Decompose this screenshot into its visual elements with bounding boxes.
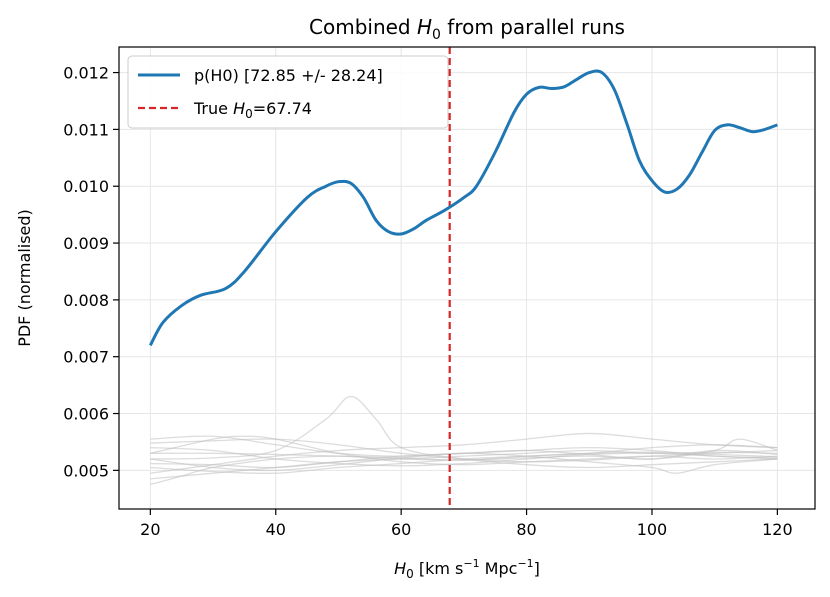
combined-pdf-line xyxy=(149,69,778,347)
legend: p(H0) [72.85 +/- 28.24] True H0=67.74 xyxy=(127,55,449,129)
y-tick-label: 0.011 xyxy=(63,120,109,139)
run-line xyxy=(150,449,778,480)
x-tick-label: 100 xyxy=(637,520,668,539)
run-line xyxy=(150,435,778,466)
x-tick-label: 20 xyxy=(140,520,160,539)
chart-title: Combined H0 from parallel runs xyxy=(309,15,625,43)
y-tick-label: 0.009 xyxy=(63,234,109,253)
legend-box xyxy=(127,55,449,129)
x-axis-label: H0 [km s−1 Mpc−1] xyxy=(394,557,540,581)
x-tick-label: 40 xyxy=(266,520,286,539)
axes-frame xyxy=(118,46,816,510)
x-tick-label: 80 xyxy=(516,520,536,539)
ticks: 20 40 60 80 100 120 0.005 0.006 0.007 0.008 0.009 0… xyxy=(63,64,792,539)
y-tick-label: 0.010 xyxy=(63,177,109,196)
combined-layer xyxy=(149,69,778,347)
y-tick-label: 0.006 xyxy=(63,405,109,424)
y-tick-label: 0.008 xyxy=(63,291,109,310)
run-line xyxy=(150,432,778,474)
y-tick-label: 0.012 xyxy=(63,64,109,83)
x-tick-label: 120 xyxy=(762,520,793,539)
run-line xyxy=(150,446,778,467)
y-tick-label: 0.005 xyxy=(63,461,109,480)
y-axis-label: PDF (normalised) xyxy=(15,209,34,347)
run-line xyxy=(150,438,778,461)
individual-runs xyxy=(150,395,778,486)
y-tick-label: 0.007 xyxy=(63,348,109,367)
x-tick-label: 60 xyxy=(391,520,411,539)
legend-combined-label: p(H0) [72.85 +/- 28.24] xyxy=(194,66,383,85)
run-line xyxy=(150,452,778,474)
legend-true-label: True H0=67.74 xyxy=(193,99,312,121)
